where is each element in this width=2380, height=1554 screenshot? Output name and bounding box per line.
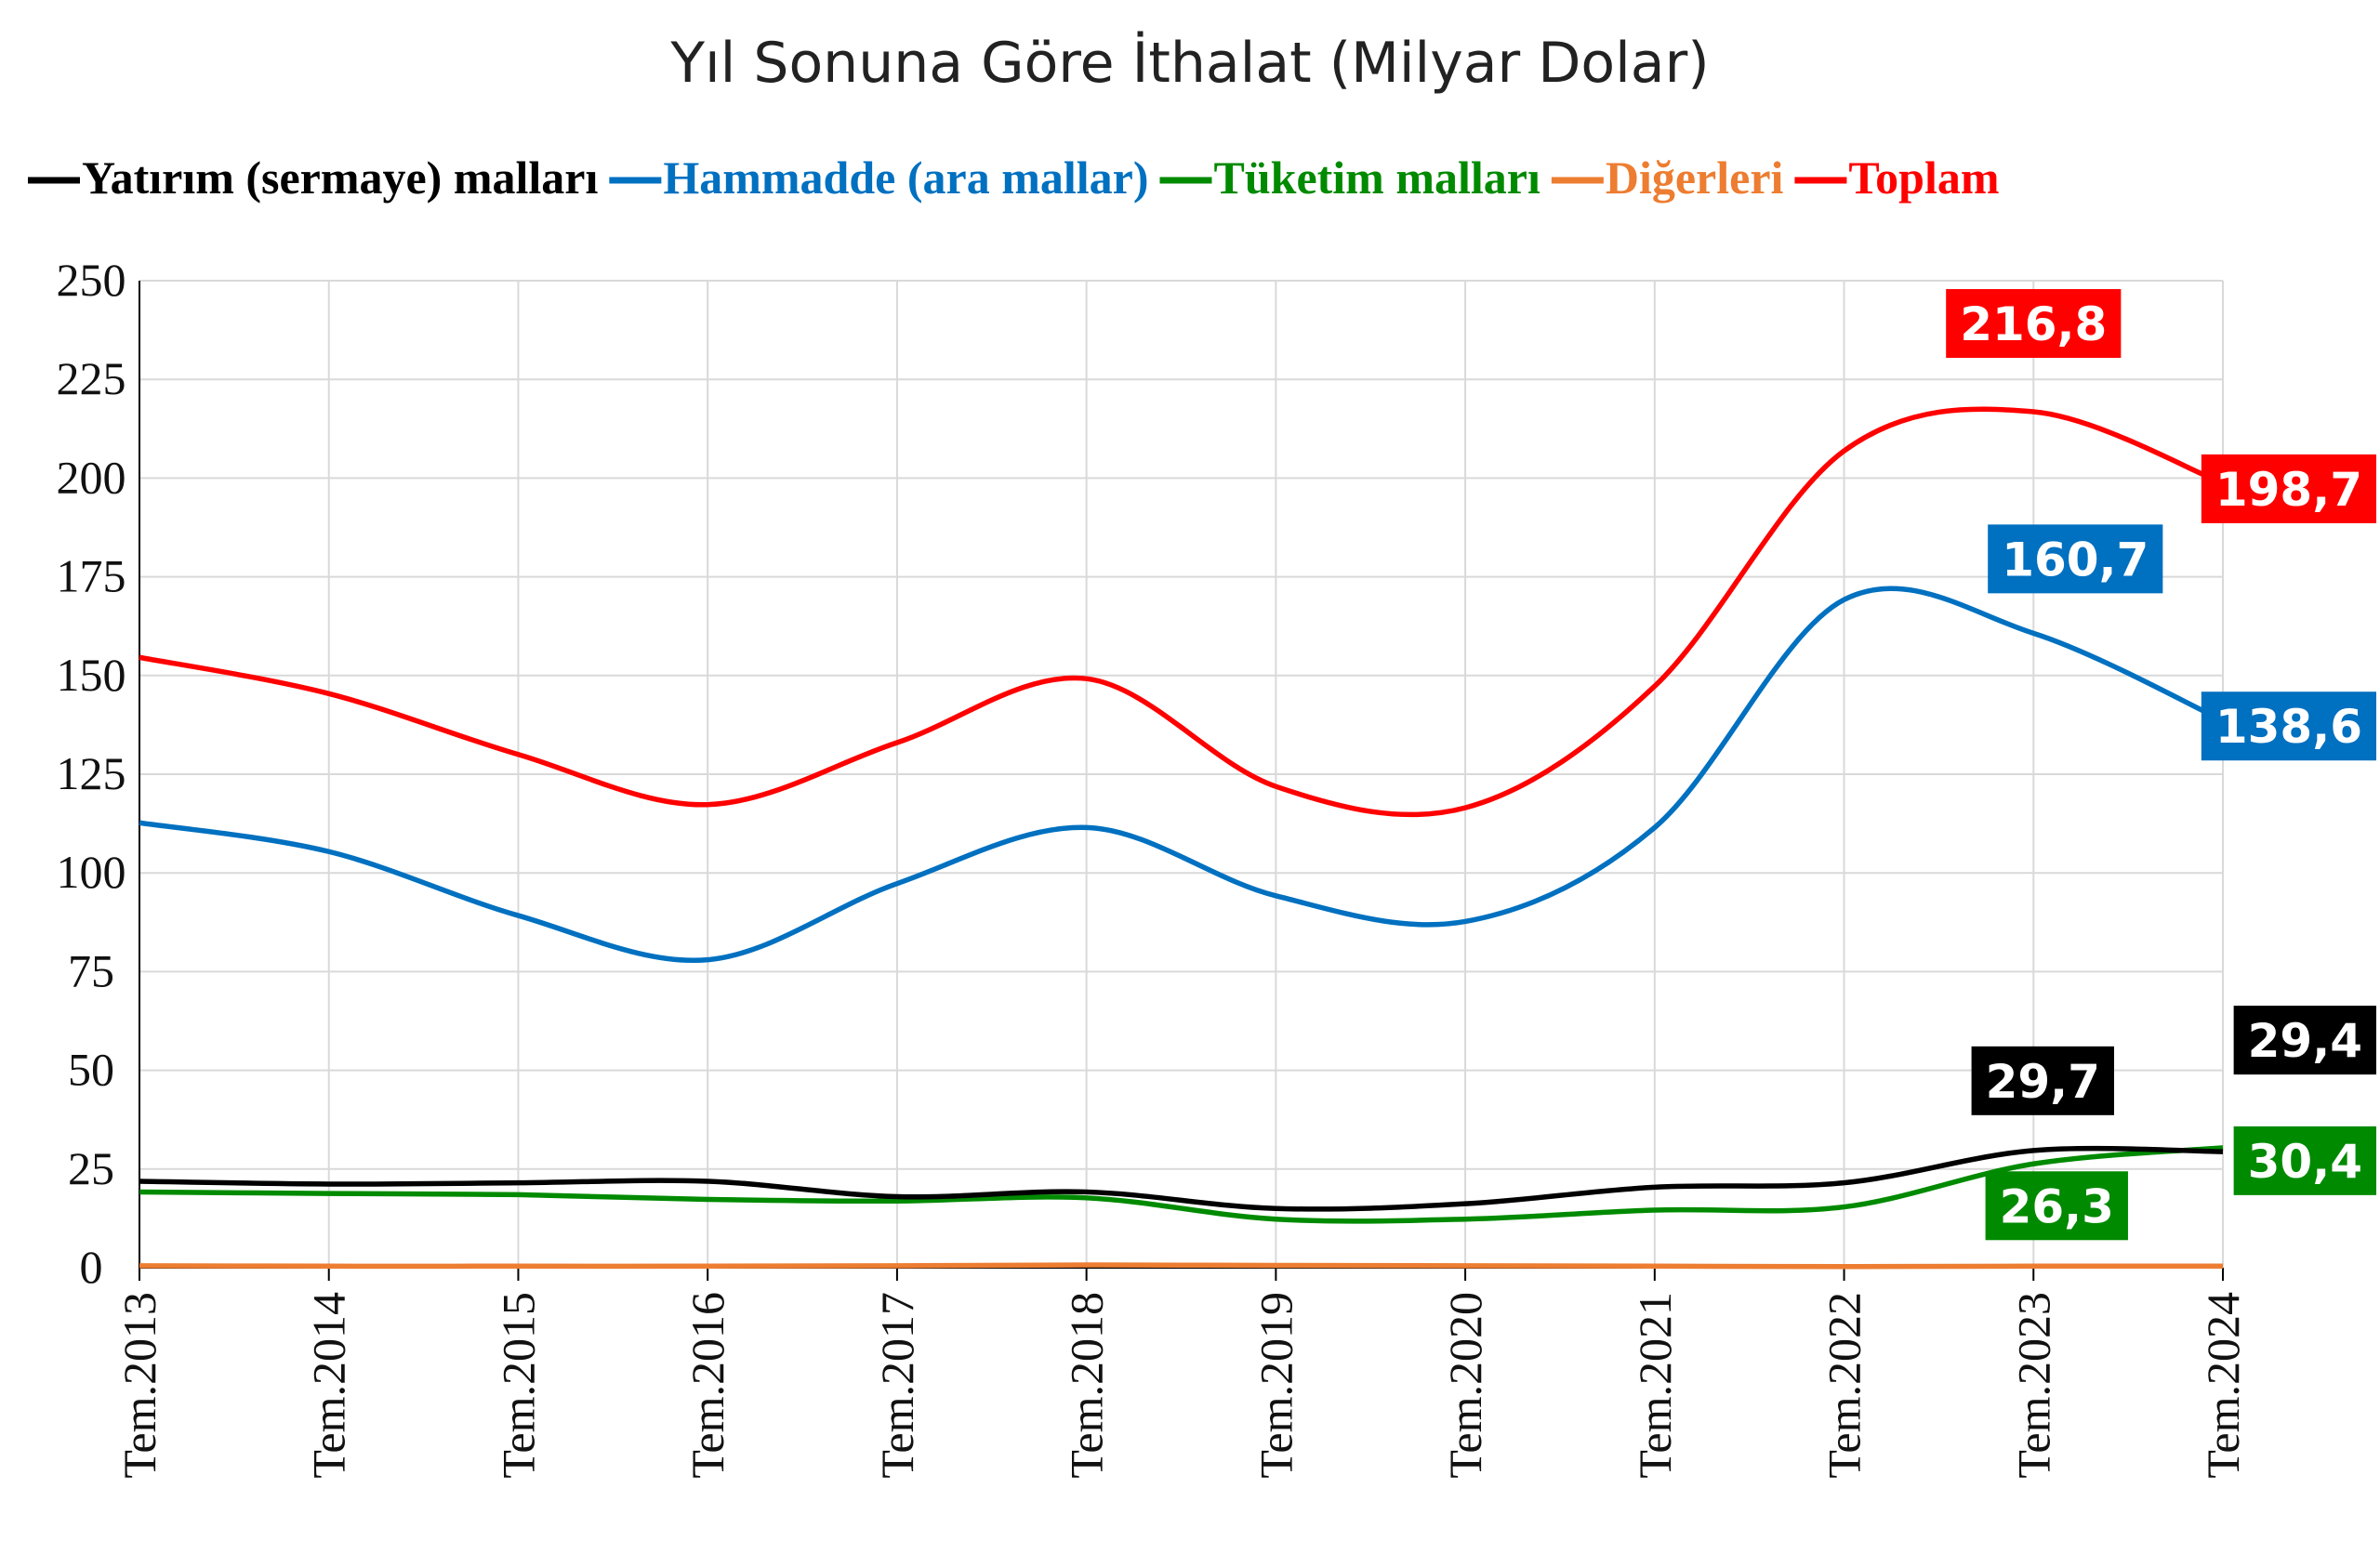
chart-title: Yıl Sonuna Göre İthalat (Milyar Dolar) — [669, 30, 1709, 96]
x-tick-label: Tem.2016 — [681, 1292, 734, 1479]
y-tick-label: 225 — [57, 352, 126, 404]
data-label-box — [2233, 1006, 2376, 1075]
data-label-box — [2201, 454, 2376, 523]
data-labels: 29,7 29,4 160,7 138,6 26,3 30,4 216,8 198,7 — [1946, 289, 2376, 1241]
y-tick-label: 200 — [57, 451, 126, 503]
series-line-1 — [139, 586, 2225, 964]
data-label-box — [1946, 289, 2122, 359]
series-line-3 — [139, 1262, 2224, 1270]
x-tick-label: Tem.2021 — [1629, 1292, 1681, 1479]
series-line-4 — [139, 406, 2224, 818]
legend-label: Toplam — [1848, 151, 1999, 204]
data-label-box — [2201, 691, 2376, 761]
data-label-box — [1988, 524, 2163, 594]
data-label-box — [1971, 1046, 2114, 1115]
data-label: 30,4 — [2248, 1135, 2362, 1189]
y-tick-label: 100 — [57, 846, 126, 898]
x-tick-label: Tem.2023 — [2007, 1292, 2059, 1479]
x-tick-label: Tem.2024 — [2197, 1292, 2249, 1479]
series-line-2 — [139, 1145, 2224, 1224]
axes: 0 25 50 75 100 125 150 175 200 225 250 Tem.2013 Tem.… — [57, 254, 2250, 1479]
x-tick-label: Tem.2022 — [1818, 1292, 1871, 1479]
data-label: 160,7 — [2002, 533, 2149, 586]
y-tick-label: 0 — [80, 1241, 103, 1293]
series-line-0 — [139, 1145, 2224, 1212]
data-label: 29,7 — [1986, 1055, 2100, 1109]
series-lines — [139, 406, 2225, 1270]
data-label: 26,3 — [2000, 1179, 2114, 1233]
legend-label: Hammadde (ara mallar) — [663, 151, 1148, 204]
data-label-box — [2233, 1126, 2376, 1195]
data-label: 216,8 — [1960, 297, 2107, 351]
legend-label: Tüketim malları — [1213, 151, 1540, 204]
y-tick-label: 25 — [68, 1142, 114, 1194]
gridlines — [139, 280, 2224, 1268]
y-tick-label: 75 — [68, 944, 114, 996]
x-tick-label: Tem.2020 — [1439, 1292, 1491, 1479]
data-label: 29,4 — [2248, 1014, 2362, 1068]
x-tick-label: Tem.2019 — [1250, 1292, 1302, 1479]
y-tick-label: 175 — [57, 550, 126, 602]
x-tick-label: Tem.2014 — [303, 1292, 355, 1479]
x-tick-label: Tem.2015 — [492, 1292, 544, 1479]
y-tick-label: 125 — [57, 747, 126, 799]
y-tick-label: 50 — [68, 1044, 114, 1096]
data-label: 138,6 — [2215, 700, 2362, 754]
x-tick-label: Tem.2018 — [1061, 1292, 1113, 1479]
x-tick-label: Tem.2017 — [871, 1292, 923, 1479]
y-tick-label: 150 — [57, 649, 126, 701]
y-tick-label: 250 — [57, 254, 126, 306]
legend-label: Diğerleri — [1606, 151, 1784, 204]
x-tick-label: Tem.2013 — [113, 1292, 165, 1479]
legend: Yatırım (sermaye) malları Hammadde (ara m… — [28, 151, 2000, 204]
data-label-box — [1985, 1171, 2128, 1241]
data-label: 198,7 — [2215, 463, 2362, 517]
legend-label: Yatırım (sermaye) malları — [82, 151, 598, 204]
